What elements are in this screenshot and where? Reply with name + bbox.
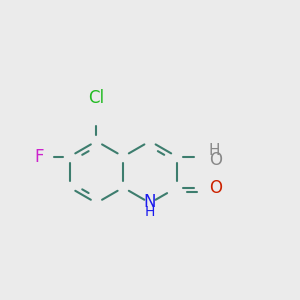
Text: H: H (209, 142, 220, 158)
Text: F: F (34, 148, 43, 166)
Text: O: O (209, 178, 222, 196)
Text: H: H (145, 205, 155, 219)
Text: O: O (209, 151, 222, 169)
Text: N: N (144, 193, 156, 211)
Text: Cl: Cl (88, 89, 104, 107)
